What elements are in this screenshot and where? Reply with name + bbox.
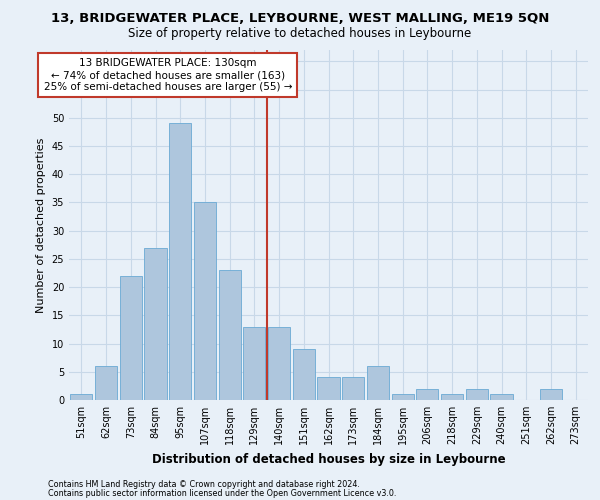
Bar (416, 388, 439, 400)
Text: Size of property relative to detached houses in Leybourne: Size of property relative to detached ho… (128, 28, 472, 40)
Bar (145, 248, 167, 400)
Bar (392, 394, 414, 400)
Bar (342, 378, 364, 400)
Text: Contains HM Land Registry data © Crown copyright and database right 2024.: Contains HM Land Registry data © Crown c… (48, 480, 360, 489)
Bar (218, 270, 241, 400)
Bar (441, 394, 463, 400)
Bar (119, 276, 142, 400)
Bar (268, 326, 290, 400)
Bar (490, 394, 512, 400)
Y-axis label: Number of detached properties: Number of detached properties (36, 138, 46, 312)
Text: 13 BRIDGEWATER PLACE: 130sqm
← 74% of detached houses are smaller (163)
25% of s: 13 BRIDGEWATER PLACE: 130sqm ← 74% of de… (44, 58, 292, 92)
Bar (243, 326, 265, 400)
Bar (367, 366, 389, 400)
X-axis label: Distribution of detached houses by size in Leybourne: Distribution of detached houses by size … (152, 452, 505, 466)
Bar (293, 349, 315, 400)
Bar (70, 394, 92, 400)
Bar (317, 378, 340, 400)
Bar (466, 388, 488, 400)
Text: 13, BRIDGEWATER PLACE, LEYBOURNE, WEST MALLING, ME19 5QN: 13, BRIDGEWATER PLACE, LEYBOURNE, WEST M… (51, 12, 549, 24)
Bar (194, 202, 216, 400)
Bar (95, 366, 117, 400)
Text: Contains public sector information licensed under the Open Government Licence v3: Contains public sector information licen… (48, 488, 397, 498)
Bar (169, 124, 191, 400)
Bar (540, 388, 562, 400)
